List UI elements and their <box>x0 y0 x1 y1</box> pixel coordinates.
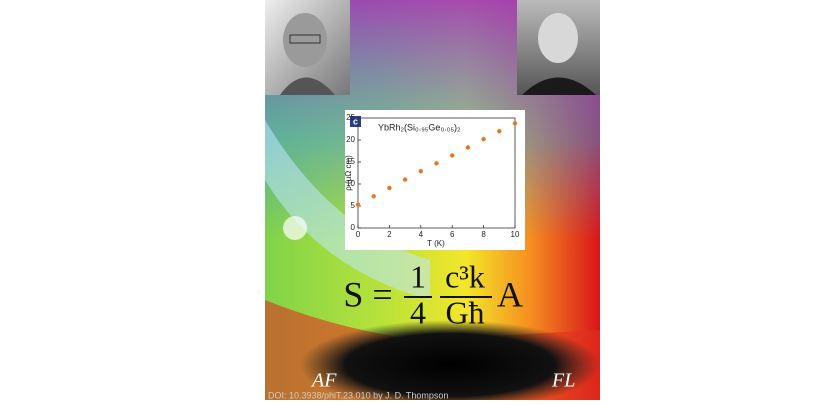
data-point <box>387 185 392 191</box>
formula-num: c³k <box>445 258 485 294</box>
data-point <box>355 202 361 207</box>
data-point <box>434 161 439 166</box>
panel-label: c <box>353 116 358 126</box>
black-hole <box>300 320 600 405</box>
x-tick-label: 6 <box>450 230 455 239</box>
x-tick-label: 0 <box>356 230 361 239</box>
photo-face <box>538 13 578 63</box>
x-tick-label: 8 <box>481 230 486 239</box>
data-point <box>371 194 376 199</box>
x-axis-label: T (K) <box>427 239 445 248</box>
inset-frame <box>345 110 525 250</box>
bg-swirl <box>265 120 430 300</box>
data-point <box>450 153 455 158</box>
data-point <box>512 121 518 126</box>
y-tick-label: 20 <box>346 135 355 144</box>
data-point <box>465 145 471 150</box>
formula-tail: A <box>497 274 523 314</box>
x-tick-label: 10 <box>511 230 520 239</box>
x-tick-label: 2 <box>387 230 392 239</box>
data-point <box>481 136 486 142</box>
formula-den: Għ <box>445 294 484 330</box>
phase-label: AF <box>310 370 337 392</box>
plot-area <box>357 117 516 229</box>
y-tick-label: 15 <box>346 157 355 166</box>
data-point <box>497 129 502 134</box>
x-tick-label: 4 <box>419 230 424 239</box>
formula-num: 1 <box>410 258 426 294</box>
panel-badge <box>350 116 361 127</box>
formula: S = 1 4 c³k Għ A <box>343 258 523 330</box>
photo-right <box>517 0 600 95</box>
y-tick-label: 10 <box>346 179 355 188</box>
y-tick-label: 0 <box>351 223 356 232</box>
credit: DOI: 10.3938/phiT.23.010 by J. D. Thomps… <box>268 390 448 400</box>
glow <box>283 216 307 240</box>
formula-lhs: S = <box>343 274 392 314</box>
photo-body <box>280 77 335 95</box>
photo-glasses <box>289 34 321 44</box>
chart-title: YbRh₂(Si₀.₉₅Ge₀.₀₅)₂ <box>378 122 461 132</box>
photo-left <box>265 0 350 95</box>
data-point <box>402 177 408 182</box>
y-axis-label: ρ (μΩ cm) <box>344 155 353 191</box>
y-tick-label: 25 <box>346 113 355 122</box>
data-point <box>418 169 423 174</box>
y-tick-label: 5 <box>351 201 356 210</box>
photo-face <box>283 13 327 67</box>
formula-den: 4 <box>410 294 426 330</box>
phase-label: FL <box>551 370 575 392</box>
inset-chart: c YbRh₂(Si₀.₉₅Ge₀.₀₅)₂ T (K) ρ (μΩ cm) 0… <box>344 110 525 250</box>
photo-body <box>522 77 596 95</box>
